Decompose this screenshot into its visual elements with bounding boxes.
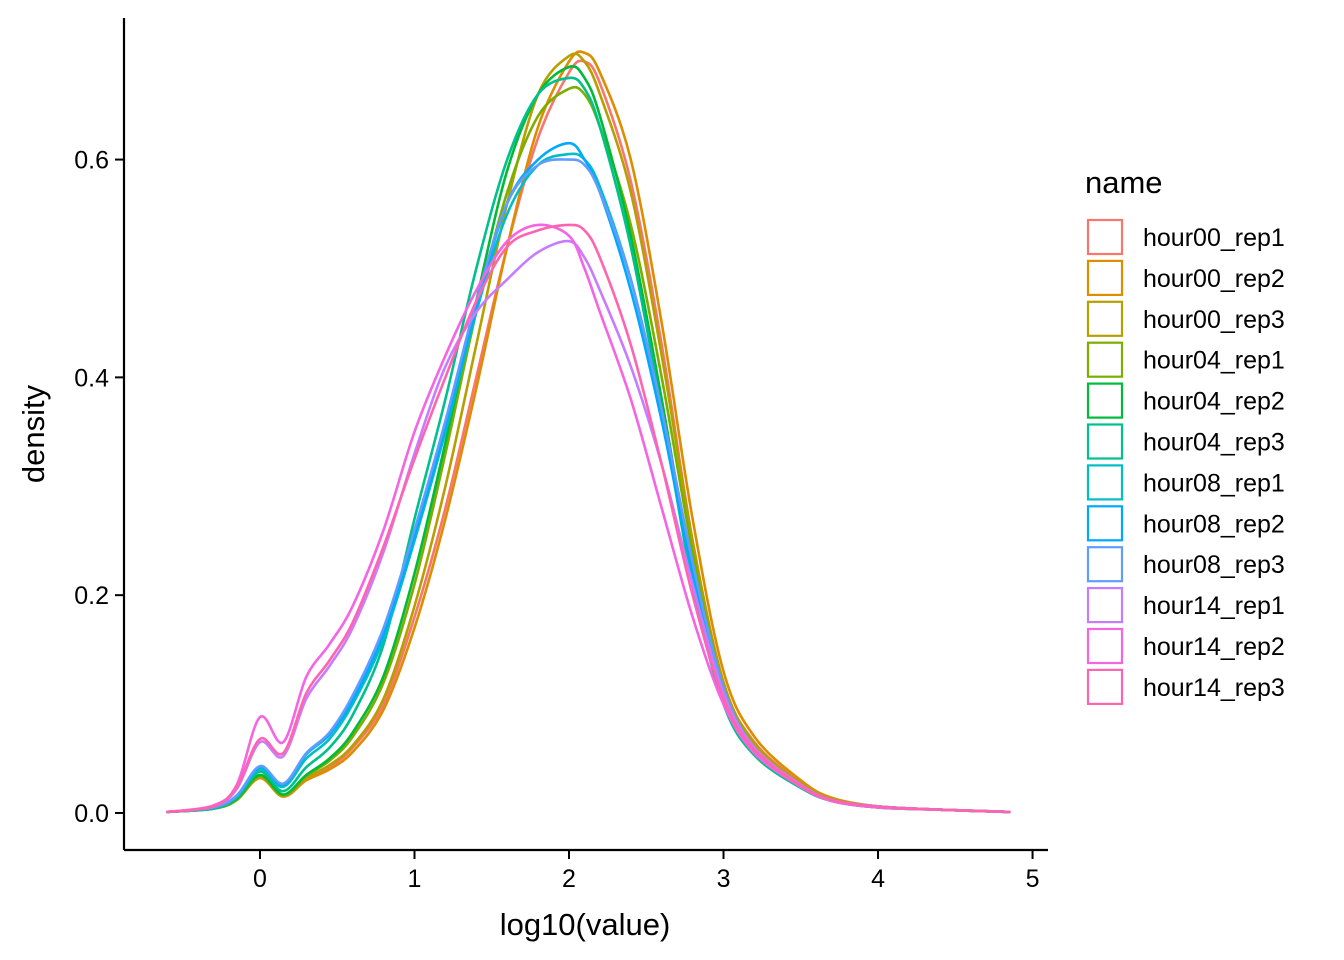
legend-key [1086, 218, 1124, 256]
legend-key [1086, 300, 1124, 337]
y-tick-label: 0.4 [74, 364, 109, 392]
x-tick-label: 3 [717, 865, 731, 893]
x-tick-label: 0 [253, 865, 267, 893]
legend-key [1086, 505, 1124, 542]
x-axis-title: log10(value) [500, 907, 671, 942]
legend-key [1086, 341, 1124, 378]
y-tick-label: 0.0 [74, 800, 109, 828]
legend: name hour00_rep1hour00_rep2hour00_rep3ho… [1085, 165, 1285, 706]
legend-label: hour14_rep3 [1143, 674, 1285, 702]
legend-key [1086, 464, 1124, 501]
legend-item: hour04_rep3 [1086, 423, 1285, 460]
legend-label: hour04_rep1 [1143, 347, 1285, 375]
legend-item: hour00_rep2 [1086, 259, 1285, 296]
legend-item: hour08_rep3 [1086, 546, 1285, 583]
legend-label: hour04_rep2 [1143, 388, 1285, 416]
x-tick-label: 5 [1026, 865, 1040, 893]
series-line-hour04_rep3 [166, 76, 1011, 814]
series-line-hour14_rep3 [166, 223, 1011, 814]
legend-label: hour08_rep1 [1143, 469, 1285, 497]
legend-key [1086, 423, 1124, 460]
legend-title: name [1085, 165, 1163, 200]
legend-item: hour14_rep1 [1086, 586, 1285, 624]
legend-item: hour14_rep2 [1086, 627, 1285, 665]
legend-item: hour08_rep1 [1086, 464, 1285, 501]
legend-item: hour04_rep1 [1086, 341, 1285, 378]
axes-layer: 0 1 2 3 4 5 0.0 0.2 0.4 0.6 [74, 18, 1048, 893]
legend-label: hour00_rep3 [1143, 306, 1285, 334]
legend-key [1086, 546, 1124, 583]
legend-key [1086, 259, 1124, 296]
legend-label: hour14_rep1 [1143, 592, 1285, 620]
legend-item: hour00_rep3 [1086, 300, 1285, 337]
x-tick-label: 4 [871, 865, 885, 893]
legend-key [1086, 668, 1124, 706]
legend-label: hour00_rep2 [1143, 265, 1285, 293]
x-tick-label: 1 [408, 865, 422, 893]
legend-label: hour08_rep3 [1143, 551, 1285, 579]
legend-item: hour08_rep2 [1086, 505, 1285, 542]
legend-key [1086, 382, 1124, 419]
y-axis-title: density [16, 384, 51, 483]
legend-item: hour14_rep3 [1086, 668, 1285, 706]
x-tick-label: 2 [562, 865, 576, 893]
series-line-hour00_rep2 [166, 50, 1011, 814]
legend-items: hour00_rep1 hour00_rep2 hour00_rep3 hour04_… [1086, 218, 1285, 706]
legend-key [1086, 627, 1124, 665]
series-line-hour14_rep2 [166, 223, 1011, 814]
y-tick-label: 0.2 [74, 582, 109, 610]
legend-item: hour00_rep1 [1086, 218, 1285, 256]
legend-label: hour00_rep1 [1143, 224, 1285, 252]
legend-item: hour04_rep2 [1086, 382, 1285, 419]
legend-label: hour14_rep2 [1143, 633, 1285, 661]
legend-label: hour08_rep2 [1143, 510, 1285, 538]
legend-key [1086, 586, 1124, 624]
legend-label: hour04_rep3 [1143, 429, 1285, 457]
series-layer [166, 50, 1011, 814]
y-tick-label: 0.6 [74, 147, 109, 175]
